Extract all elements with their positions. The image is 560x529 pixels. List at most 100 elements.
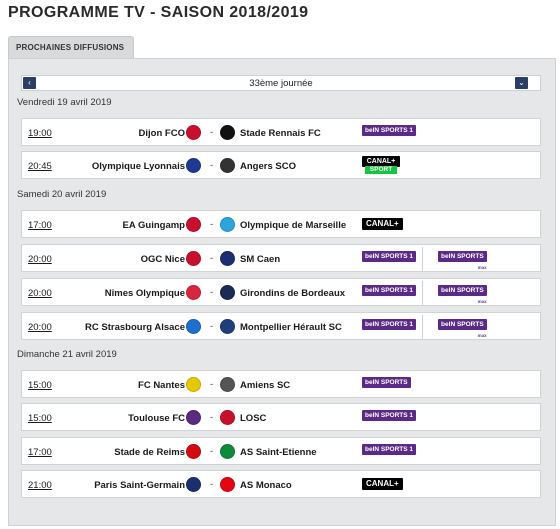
- sm-caen-crest-icon: [220, 251, 235, 266]
- home-team: Olympique Lyonnais: [91, 161, 185, 172]
- olympique-de-marseille-crest-icon: [220, 217, 235, 232]
- stade-de-reims-crest-icon: [186, 444, 201, 459]
- match-time-link[interactable]: 15:00: [28, 413, 52, 424]
- day-heading: Dimanche 21 avril 2019: [17, 349, 117, 360]
- tv-channels: CANAL+ SPORT: [362, 155, 408, 177]
- versus-dash: -: [210, 160, 214, 171]
- page-title: PROGRAMME TV - SAISON 2018/2019: [8, 4, 309, 21]
- home-team: Paris Saint-Germain: [94, 480, 185, 491]
- match-row: 21:00 Paris Saint-Germain - AS Monaco CANAL+: [21, 470, 541, 498]
- bein-sports-max-logo-icon: beIN SPORTS max: [438, 251, 487, 270]
- tab-prochaines-diffusions[interactable]: PROCHAINES DIFFUSIONS: [8, 36, 134, 58]
- tv-channels: beIN SPORTS 1 beIN SPORTS max: [362, 248, 495, 270]
- nimes-olympique-crest-icon: [186, 285, 201, 300]
- bein-sports-logo-icon: beIN SPORTS 1: [362, 319, 417, 330]
- match-row: 19:00 Dijon FCO - Stade Rennais FC beIN SPOR…: [21, 118, 541, 146]
- channel-divider: [422, 315, 423, 339]
- ogc-nice-crest-icon: [186, 251, 201, 266]
- match-row: 17:00 EA Guingamp - Olympique de Marseille C…: [21, 210, 541, 238]
- tv-channels: CANAL+: [362, 474, 411, 496]
- losc-crest-icon: [220, 410, 235, 425]
- home-team: EA Guingamp: [122, 220, 185, 231]
- match-time-link[interactable]: 21:00: [28, 480, 52, 491]
- away-team: Amiens SC: [240, 380, 291, 391]
- chevron-down-icon[interactable]: ⌄: [515, 77, 528, 89]
- tv-channels: beIN SPORTS 1: [362, 407, 424, 429]
- home-team: OGC Nice: [140, 254, 185, 265]
- away-team: AS Saint-Etienne: [240, 447, 317, 458]
- bein-sports-logo-icon: beIN SPORTS 1: [362, 285, 417, 296]
- tv-channels: beIN SPORTS 1 beIN SPORTS max: [362, 316, 495, 338]
- match-row: 20:00 Nîmes Olympique - Girondins de Bordea…: [21, 278, 541, 306]
- match-time-link[interactable]: 20:45: [28, 161, 52, 172]
- fc-nantes-crest-icon: [186, 377, 201, 392]
- canal-plus-logo-icon: CANAL+: [362, 478, 403, 490]
- bein-sports-logo-icon: beIN SPORTS 1: [362, 251, 417, 262]
- versus-dash: -: [210, 127, 214, 138]
- away-team: SM Caen: [240, 254, 281, 265]
- bein-sports-logo-icon: beIN SPORTS 1: [362, 125, 417, 136]
- away-team: Girondins de Bordeaux: [240, 288, 346, 299]
- match-time-link[interactable]: 20:00: [28, 322, 52, 333]
- round-label: 33ème journée: [249, 77, 313, 89]
- match-time-link[interactable]: 15:00: [28, 380, 52, 391]
- round-selector[interactable]: ‹ 33ème journée ⌄: [21, 75, 541, 91]
- match-row: 15:00 Toulouse FC - LOSC beIN SPORTS 1: [21, 403, 541, 431]
- versus-dash: -: [210, 479, 214, 490]
- match-row: 15:00 FC Nantes - Amiens SC beIN SPORTS: [21, 370, 541, 398]
- versus-dash: -: [210, 412, 214, 423]
- channel-divider: [422, 281, 423, 305]
- home-team: Toulouse FC: [128, 413, 185, 424]
- match-time-link[interactable]: 20:00: [28, 288, 52, 299]
- versus-dash: -: [210, 321, 214, 332]
- home-team: Dijon FCO: [138, 128, 185, 139]
- bein-sports-max-logo-icon: beIN SPORTS max: [438, 285, 487, 304]
- match-time-link[interactable]: 17:00: [28, 447, 52, 458]
- home-team: Stade de Reims: [114, 447, 185, 458]
- tv-channels: beIN SPORTS 1 beIN SPORTS max: [362, 282, 495, 304]
- bein-sports-logo-icon: beIN SPORTS: [362, 377, 411, 388]
- day-heading: Samedi 20 avril 2019: [17, 189, 107, 200]
- day-heading: Vendredi 19 avril 2019: [17, 97, 112, 108]
- olympique-lyonnais-crest-icon: [186, 158, 201, 173]
- versus-dash: -: [210, 379, 214, 390]
- bein-sports-logo-icon: beIN SPORTS 1: [362, 444, 417, 455]
- canal-plus-logo-icon: CANAL+: [362, 218, 403, 230]
- match-time-link[interactable]: 19:00: [28, 128, 52, 139]
- angers-sco-crest-icon: [220, 158, 235, 173]
- home-team: Nîmes Olympique: [104, 288, 185, 299]
- bein-sports-logo-icon: beIN SPORTS 1: [362, 410, 417, 421]
- away-team: Angers SCO: [240, 161, 296, 172]
- home-team: FC Nantes: [138, 380, 185, 391]
- away-team: Olympique de Marseille: [240, 220, 347, 231]
- ea-guingamp-crest-icon: [186, 217, 201, 232]
- match-time-link[interactable]: 17:00: [28, 220, 52, 231]
- channel-divider: [422, 247, 423, 271]
- as-saint-etienne-crest-icon: [220, 444, 235, 459]
- canal-plus-sport-logo-icon: CANAL+ SPORT: [362, 156, 400, 174]
- chevron-left-icon[interactable]: ‹: [23, 77, 36, 89]
- paris-saint-germain-crest-icon: [186, 477, 201, 492]
- tv-channels: beIN SPORTS 1: [362, 441, 424, 463]
- match-time-link[interactable]: 20:00: [28, 254, 52, 265]
- dijon-fco-crest-icon: [186, 125, 201, 140]
- montpellier-herault-sc-crest-icon: [220, 319, 235, 334]
- match-row: 17:00 Stade de Reims - AS Saint-Etienne beIN…: [21, 437, 541, 465]
- match-row: 20:45 Olympique Lyonnais - Angers SCO CANAL+…: [21, 151, 541, 179]
- home-team: RC Strasbourg Alsace: [85, 322, 185, 333]
- tv-channels: CANAL+: [362, 214, 411, 236]
- versus-dash: -: [210, 287, 214, 298]
- away-team: Montpellier Hérault SC: [240, 322, 342, 333]
- match-row: 20:00 OGC Nice - SM Caen beIN SPORTS 1 beIN S…: [21, 244, 541, 272]
- bein-sports-max-logo-icon: beIN SPORTS max: [438, 319, 487, 338]
- away-team: LOSC: [240, 413, 267, 424]
- away-team: Stade Rennais FC: [240, 128, 321, 139]
- as-monaco-crest-icon: [220, 477, 235, 492]
- tv-channels: beIN SPORTS 1: [362, 122, 424, 144]
- schedule-panel: ‹ 33ème journée ⌄ Vendredi 19 avril 2019…: [8, 58, 556, 526]
- rc-strasbourg-alsace-crest-icon: [186, 319, 201, 334]
- stade-rennais-fc-crest-icon: [220, 125, 235, 140]
- tv-channels: beIN SPORTS: [362, 374, 419, 396]
- match-row: 20:00 RC Strasbourg Alsace - Montpellier Hé…: [21, 312, 541, 340]
- versus-dash: -: [210, 219, 214, 230]
